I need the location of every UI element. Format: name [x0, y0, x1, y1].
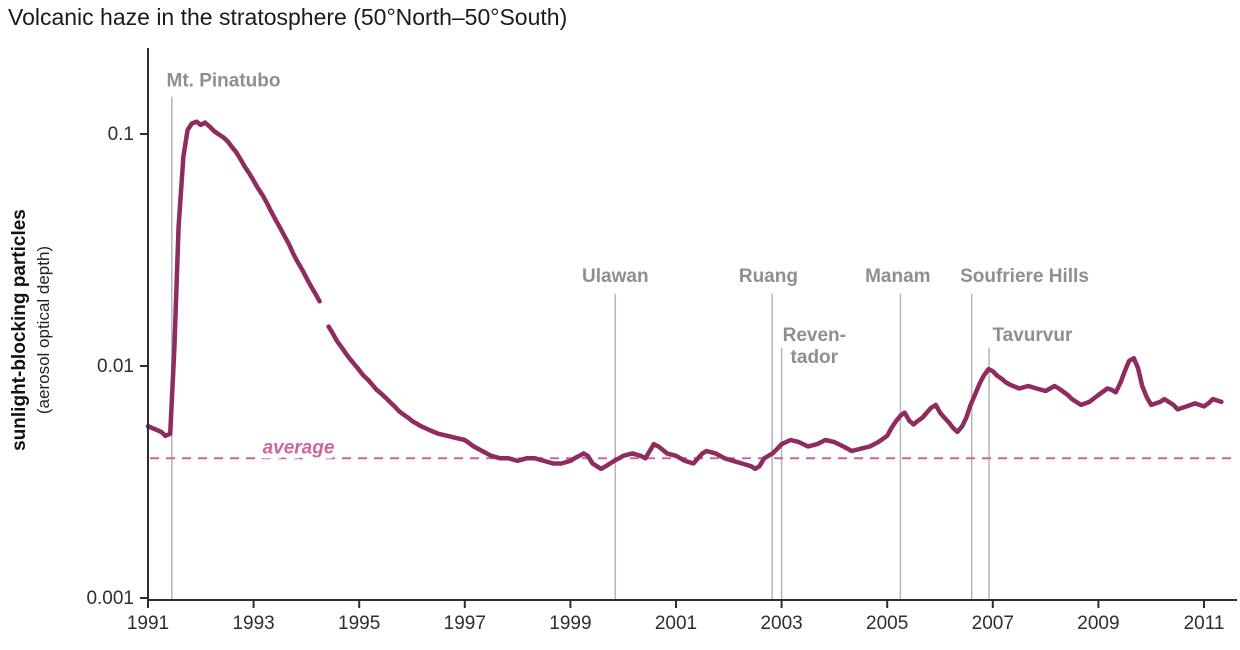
x-tick-label-2003: 2003 — [760, 613, 802, 634]
eruption-label-reven-tador: Reven-tador — [783, 325, 846, 368]
eruption-label-mt-pinatubo: Mt. Pinatubo — [167, 71, 281, 92]
x-tick-label-2005: 2005 — [866, 613, 908, 634]
x-tick-label-1991: 1991 — [127, 613, 169, 634]
x-tick-label-2007: 2007 — [972, 613, 1014, 634]
eruption-label-soufriere-hills: Soufriere Hills — [960, 266, 1089, 287]
x-tick-label-2011: 2011 — [1184, 613, 1225, 634]
eruption-label-ruang: Ruang — [739, 266, 798, 287]
eruption-label-manam: Manam — [865, 266, 930, 287]
x-tick-label-2001: 2001 — [655, 613, 697, 634]
axes — [147, 48, 1237, 601]
x-tick-label-1995: 1995 — [338, 613, 380, 634]
y-tick-label-0.01: 0.01 — [97, 356, 134, 377]
x-tick-label-1993: 1993 — [232, 613, 274, 634]
series-line-stratospheric-aerosol-optical-depth — [145, 119, 1224, 472]
eruption-label-tavurvur: Tavurvur — [992, 325, 1073, 346]
x-tick-label-1997: 1997 — [444, 613, 486, 634]
eruption-label-ulawan: Ulawan — [582, 266, 649, 287]
x-tick-label-2009: 2009 — [1077, 613, 1119, 634]
x-tick-label-1999: 1999 — [549, 613, 591, 634]
y-tick-label-0.001: 0.001 — [86, 588, 134, 609]
chart-title: Volcanic haze in the stratosphere (50°No… — [8, 4, 568, 30]
y-tick-label-0.1: 0.1 — [108, 124, 134, 145]
average-label: average — [263, 437, 335, 458]
